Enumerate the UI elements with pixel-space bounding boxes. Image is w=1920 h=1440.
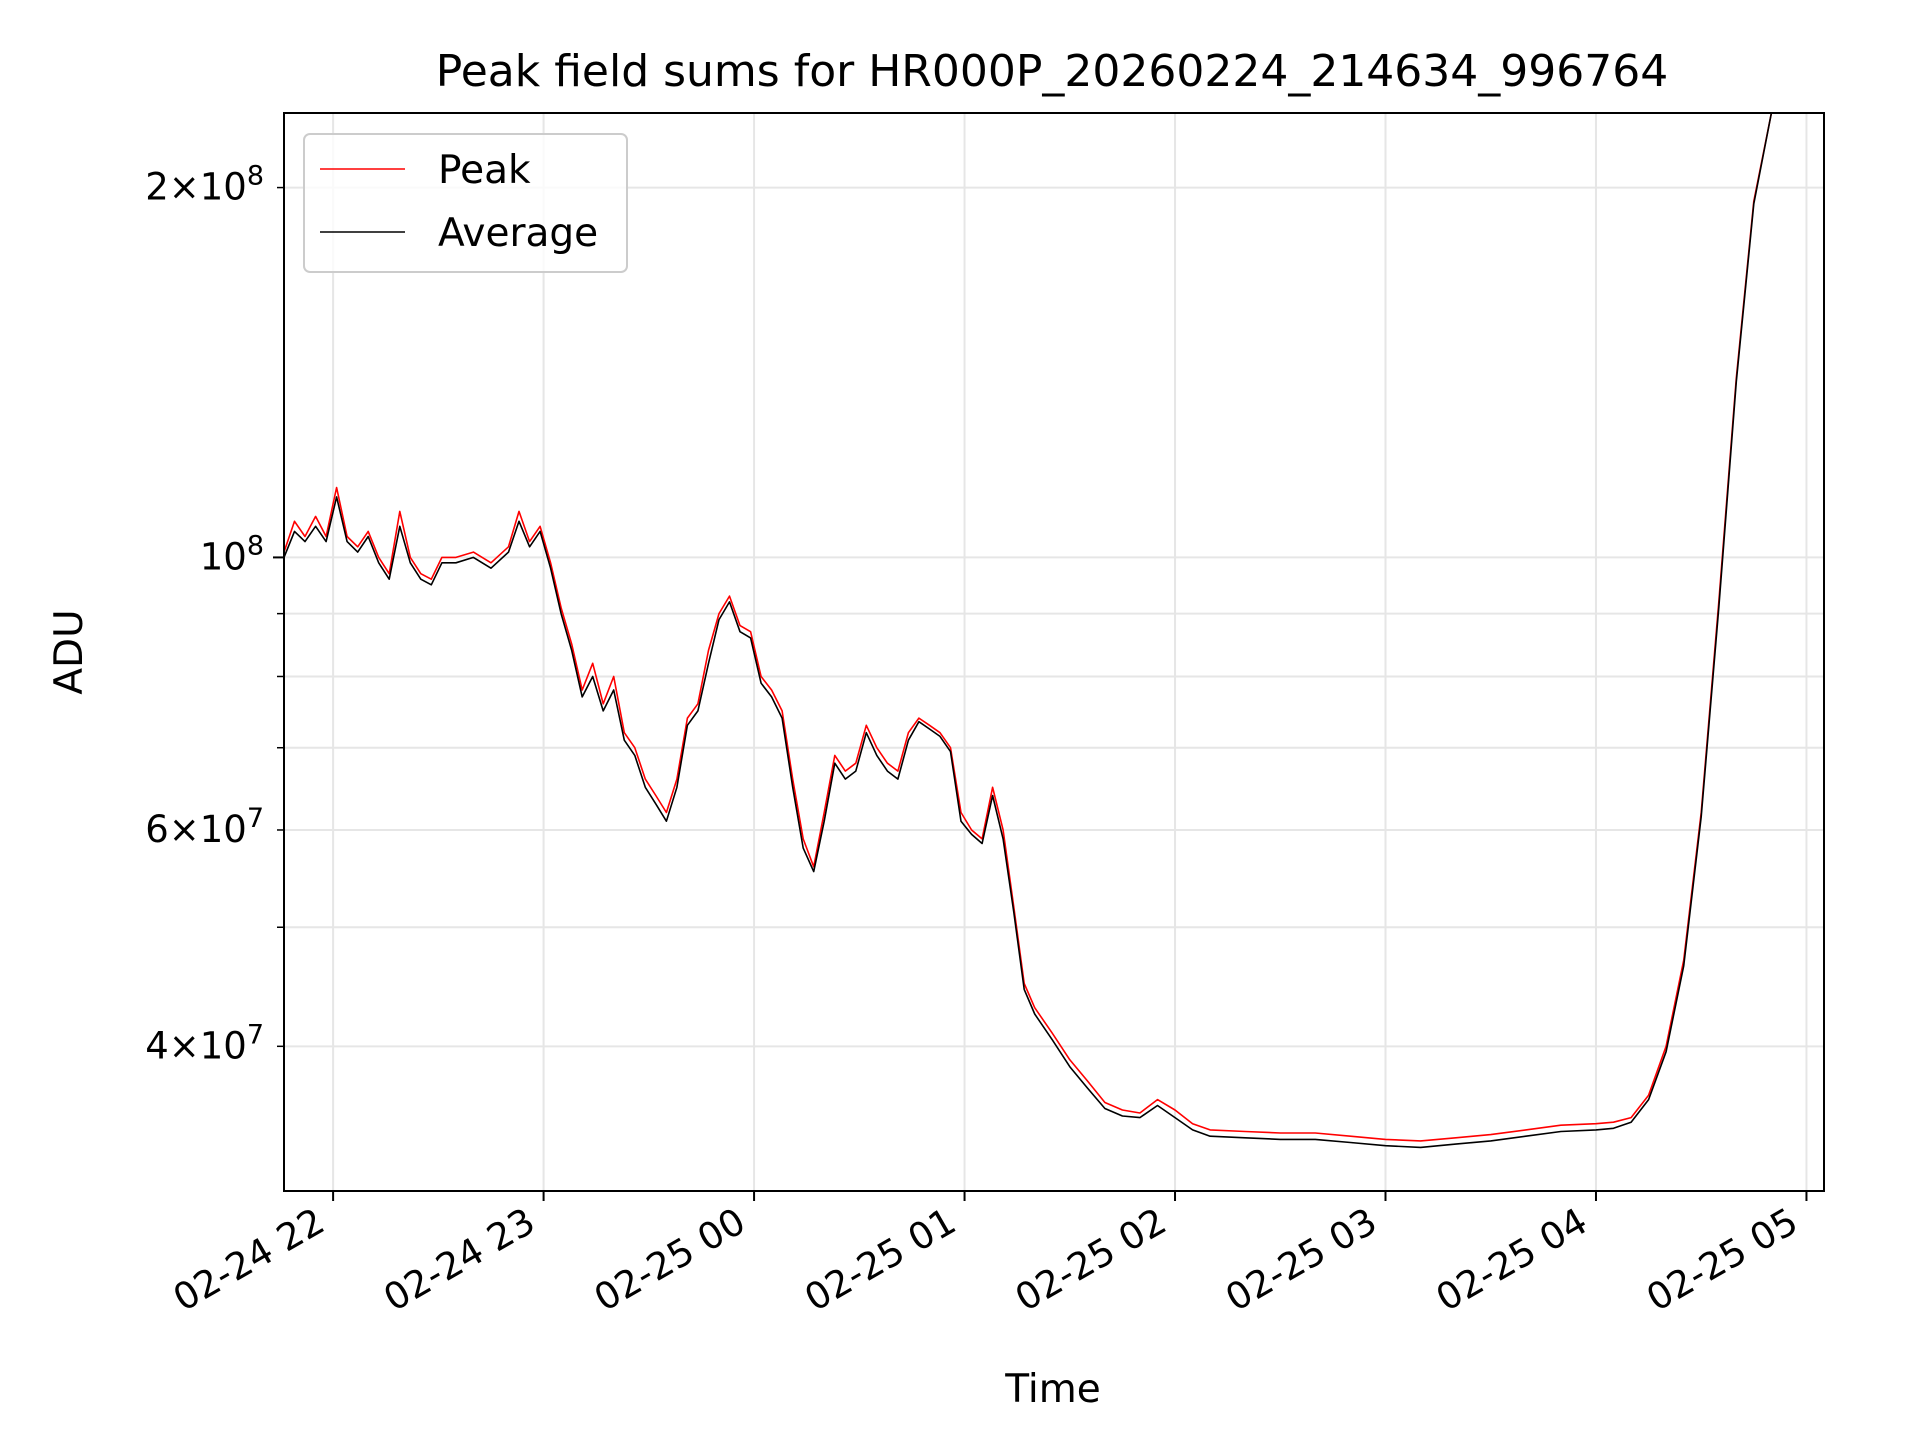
chart-title: Peak field sums for HR000P_20260224_2146… [436, 46, 1669, 97]
y-tick-label: 108 [200, 530, 264, 578]
series-line-peak [284, 113, 1773, 1142]
x-axis-label: Time [1004, 1367, 1100, 1412]
grid [284, 113, 1824, 1191]
plot-frame [283, 112, 1825, 1192]
legend-average-label: Average [438, 211, 598, 256]
legend: Peak Average [303, 133, 628, 273]
series-line-average [284, 113, 1773, 1149]
y-tick-label: 6×107 [145, 803, 264, 851]
y-tick-label: 2×108 [145, 161, 264, 209]
y-tick-label: 4×107 [145, 1019, 264, 1067]
legend-peak-label: Peak [438, 148, 531, 193]
series-layer [284, 113, 1773, 1149]
y-axis-label: ADU [47, 609, 92, 694]
